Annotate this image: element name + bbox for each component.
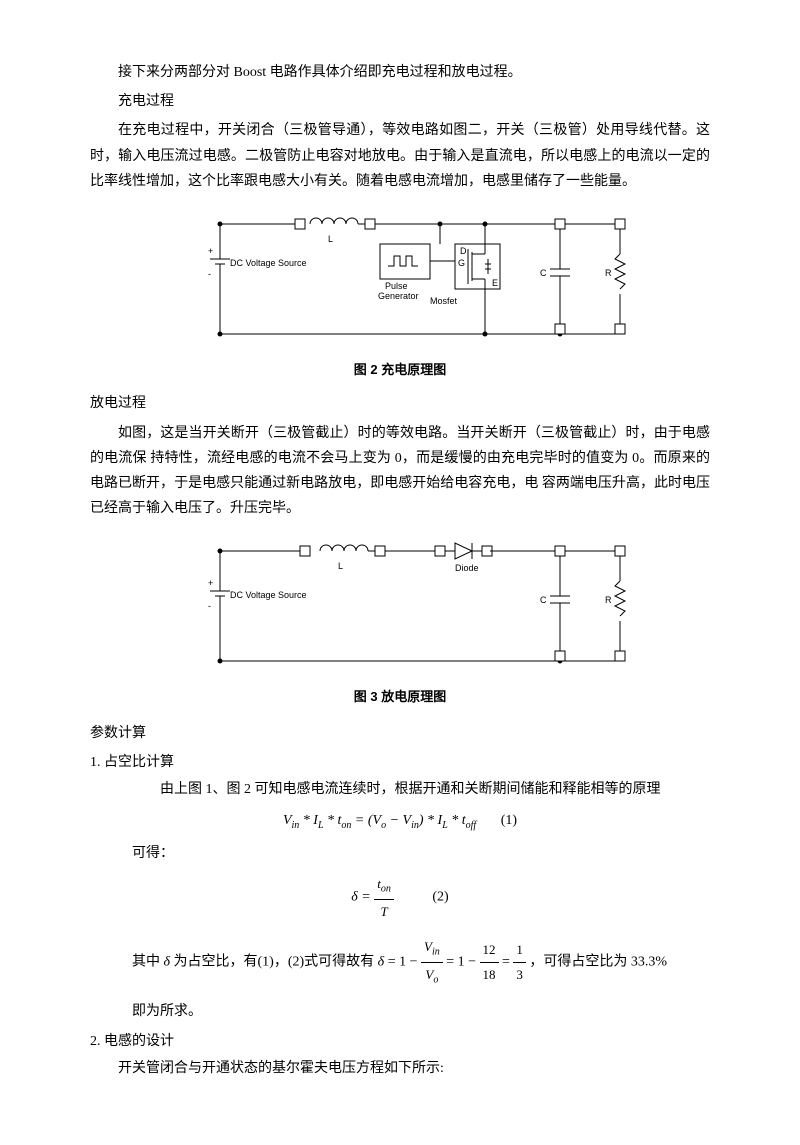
figure-2: + - DC Voltage Source L Pulse Generator …	[90, 204, 710, 381]
calc-title: 参数计算	[90, 721, 710, 746]
calc-p3: 其中 δ 为占空比，有(1)，(2)式可得故有 δ = 1 − VinVo = …	[132, 935, 710, 989]
calc-item1: 1. 占空比计算	[90, 750, 710, 775]
calc-item2: 2. 电感的设计	[90, 1029, 710, 1054]
calc-p2: 可得：	[132, 841, 710, 866]
svg-text:Pulse: Pulse	[385, 281, 408, 291]
svg-text:-: -	[208, 601, 211, 611]
label-L: L	[328, 234, 333, 244]
intro-line-3: 在充电过程中，开关闭合（三极管导通），等效电路如图二，开关（三极管）处用导线代替…	[90, 118, 710, 194]
circuit-discharging: + - DC Voltage Source L Diode	[160, 531, 640, 681]
label-C-3: C	[540, 595, 547, 605]
circuit-charging: + - DC Voltage Source L Pulse Generator …	[160, 204, 640, 354]
svg-text:-: -	[208, 269, 211, 279]
calc-p4: 即为所求。	[132, 999, 710, 1024]
figure-3: + - DC Voltage Source L Diode	[90, 531, 710, 708]
svg-text:G: G	[458, 258, 465, 268]
label-source: DC Voltage Source	[230, 258, 307, 268]
svg-text:Generator: Generator	[378, 291, 419, 301]
svg-text:D: D	[460, 246, 467, 256]
label-source-3: DC Voltage Source	[230, 590, 307, 600]
calc-p5: 开关管闭合与开通状态的基尔霍夫电压方程如下所示:	[118, 1056, 710, 1081]
label-R-3: R	[605, 595, 612, 605]
label-R: R	[605, 268, 612, 278]
label-C: C	[540, 268, 547, 278]
intro-line-2: 充电过程	[90, 89, 710, 114]
figure-3-caption: 图 3 放电原理图	[90, 685, 710, 708]
figure-2-caption: 图 2 充电原理图	[90, 358, 710, 381]
svg-text:E: E	[492, 278, 498, 288]
equation-1: Vin * IL * ton = (Vo − Vin) * IL * toff …	[90, 808, 710, 835]
svg-text:+: +	[208, 246, 213, 256]
intro-line-1: 接下来分两部分对 Boost 电路作具体介绍即充电过程和放电过程。	[90, 60, 710, 85]
equation-2: δ = tonT (2)	[90, 872, 710, 923]
label-mosfet: Mosfet	[430, 296, 458, 306]
calc-p1: 由上图 1、图 2 可知电感电流连续时，根据开通和关断期间储能和释能相等的原理	[160, 777, 710, 802]
discharge-title: 放电过程	[90, 391, 710, 416]
label-diode: Diode	[455, 563, 479, 573]
label-L-3: L	[338, 561, 343, 571]
discharge-p1: 如图，这是当开关断开（三极管截止）时的等效电路。当开关断开（三极管截止）时，由于…	[90, 421, 710, 522]
svg-text:+: +	[208, 578, 213, 588]
